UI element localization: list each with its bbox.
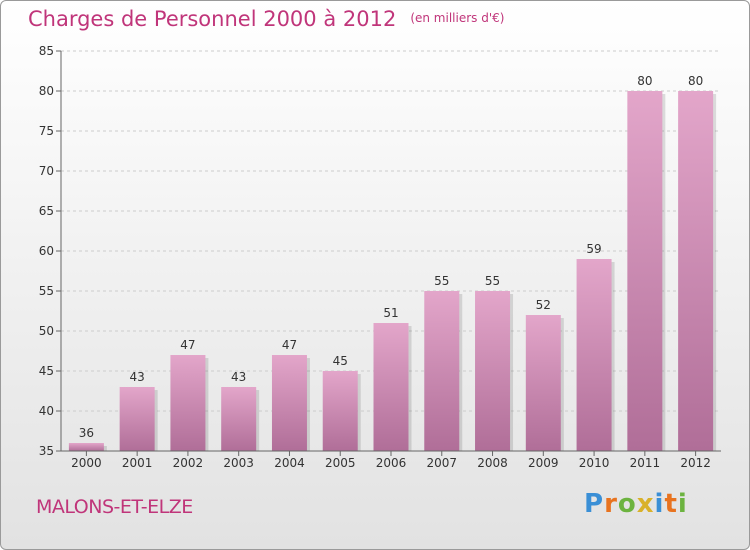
bar-value-label: 52	[536, 298, 551, 312]
bar	[678, 91, 714, 451]
commune-name: MALONS-ET-ELZE	[36, 496, 193, 518]
x-tick-label: 2008	[477, 456, 508, 470]
x-tick-label: 2003	[223, 456, 254, 470]
bar-value-label: 80	[637, 74, 652, 88]
bar-value-label: 55	[434, 274, 449, 288]
bar-value-label: 45	[333, 354, 348, 368]
bar	[627, 91, 663, 451]
x-tick-label: 2004	[274, 456, 305, 470]
logo-letter: P	[584, 489, 605, 519]
y-tick-label: 60	[39, 244, 54, 258]
logo-letter: i	[654, 489, 665, 519]
y-tick-label: 75	[39, 124, 54, 138]
x-tick-label: 2009	[528, 456, 559, 470]
y-tick-label: 65	[39, 204, 54, 218]
logo-letter: t	[664, 489, 678, 519]
logo-letter: i	[677, 489, 688, 519]
x-tick-label: 2012	[680, 456, 711, 470]
y-tick-label: 50	[39, 324, 54, 338]
x-tick-label: 2000	[71, 456, 102, 470]
bar	[221, 387, 257, 451]
labels: 35 40 45 50 55 60 65 70 75 80 85 36 2000 43 2001 47 2002…	[39, 44, 711, 470]
bar-value-label: 55	[485, 274, 500, 288]
bar	[475, 291, 511, 451]
bar	[68, 443, 104, 451]
axes	[56, 50, 721, 456]
y-tick-label: 55	[39, 284, 54, 298]
bar-value-label: 43	[231, 370, 246, 384]
bar-value-label: 43	[130, 370, 145, 384]
chart-title-text: Charges de Personnel 2000 à 2012	[28, 7, 397, 31]
x-tick-label: 2007	[426, 456, 457, 470]
bar	[170, 355, 206, 451]
y-tick-label: 80	[39, 84, 54, 98]
bar	[525, 315, 561, 451]
y-tick-label: 35	[39, 444, 54, 458]
y-tick-label: 40	[39, 404, 54, 418]
y-tick-label: 70	[39, 164, 54, 178]
bar	[373, 323, 409, 451]
bar	[576, 259, 612, 451]
x-tick-label: 2006	[376, 456, 407, 470]
y-tick-label: 45	[39, 364, 54, 378]
y-tick-label: 85	[39, 44, 54, 58]
bar	[271, 355, 307, 451]
bar-value-label: 47	[282, 338, 297, 352]
bar	[424, 291, 460, 451]
logo-letter: x	[636, 489, 655, 519]
bar-value-label: 59	[586, 242, 601, 256]
bar-value-label: 51	[383, 306, 398, 320]
bar	[322, 371, 358, 451]
bar-value-label: 36	[79, 426, 94, 440]
x-tick-label: 2005	[325, 456, 356, 470]
bar-value-label: 47	[180, 338, 195, 352]
proxiti-logo: Proxiti	[584, 489, 688, 519]
x-tick-label: 2011	[630, 456, 661, 470]
bar	[119, 387, 155, 451]
bars	[68, 91, 717, 451]
logo-letter: r	[604, 489, 618, 519]
x-tick-label: 2001	[122, 456, 153, 470]
logo-letter: o	[617, 489, 637, 519]
chart-unit: (en milliers d'€)	[410, 11, 505, 25]
chart-title: Charges de Personnel 2000 à 2012 (en mill…	[28, 7, 504, 31]
x-tick-label: 2002	[173, 456, 204, 470]
x-tick-label: 2010	[579, 456, 610, 470]
bar-value-label: 80	[688, 74, 703, 88]
